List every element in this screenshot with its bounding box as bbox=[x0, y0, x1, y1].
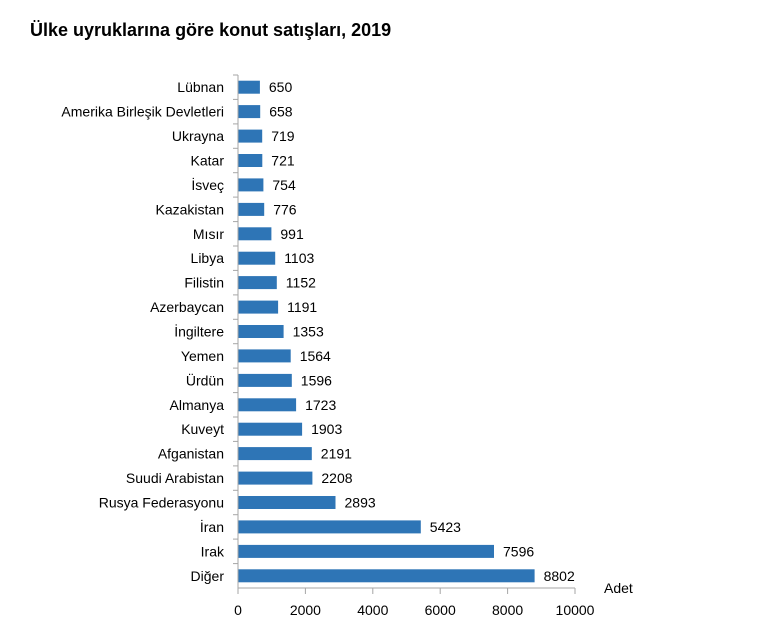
bar bbox=[238, 520, 421, 534]
bar bbox=[238, 129, 263, 143]
category-label: Afganistan bbox=[158, 446, 224, 462]
category-label: Yemen bbox=[181, 348, 224, 364]
x-tick-label: 10000 bbox=[556, 602, 595, 618]
category-label: Libya bbox=[191, 250, 225, 266]
bar bbox=[238, 496, 336, 509]
category-label: Amerika Birleşik Devletleri bbox=[61, 104, 224, 120]
bar bbox=[238, 105, 261, 119]
category-label: Azerbaycan bbox=[150, 299, 224, 315]
data-label: 1353 bbox=[293, 324, 324, 340]
data-label: 776 bbox=[273, 201, 297, 217]
data-label: 1191 bbox=[287, 299, 317, 315]
category-label: Katar bbox=[191, 153, 225, 169]
bar bbox=[238, 544, 494, 558]
data-label: 8802 bbox=[544, 568, 575, 584]
bar bbox=[238, 227, 272, 241]
data-label: 991 bbox=[280, 226, 304, 242]
data-label: 1903 bbox=[311, 421, 342, 437]
data-label: 658 bbox=[269, 104, 293, 120]
data-label: 2208 bbox=[321, 470, 352, 486]
data-label: 2893 bbox=[345, 495, 376, 511]
x-tick-label: 6000 bbox=[425, 602, 456, 618]
bar bbox=[238, 471, 313, 485]
category-label: Almanya bbox=[170, 397, 225, 413]
chart-title: Ülke uyruklarına göre konut satışları, 2… bbox=[30, 20, 392, 40]
data-label: 2191 bbox=[321, 446, 352, 462]
category-label: Lübnan bbox=[177, 79, 224, 95]
category-label: Irak bbox=[201, 543, 225, 559]
x-axis-unit-label: Adet bbox=[604, 580, 633, 596]
bar bbox=[238, 325, 284, 338]
category-label: Ürdün bbox=[186, 371, 224, 388]
data-label: 1152 bbox=[286, 275, 316, 291]
data-label: 1564 bbox=[300, 348, 331, 364]
data-label: 1596 bbox=[301, 372, 332, 388]
bar bbox=[238, 80, 260, 94]
bar bbox=[238, 251, 276, 265]
bar bbox=[238, 373, 292, 387]
data-label: 7596 bbox=[503, 543, 534, 559]
category-label: Suudi Arabistan bbox=[126, 470, 224, 486]
bar bbox=[238, 569, 535, 583]
category-label: İran bbox=[200, 518, 224, 535]
bar bbox=[238, 178, 264, 192]
x-tick-label: 8000 bbox=[492, 602, 523, 618]
bar bbox=[238, 422, 303, 436]
category-label: Ukrayna bbox=[172, 128, 224, 144]
bar bbox=[238, 276, 277, 290]
data-label: 5423 bbox=[430, 519, 461, 535]
x-tick-label: 4000 bbox=[357, 602, 388, 618]
axes-group: 0 2000 4000 6000 8000 10000 bbox=[233, 74, 595, 618]
data-label: 1723 bbox=[305, 397, 336, 413]
category-label: Filistin bbox=[184, 275, 224, 291]
x-tick-label: 2000 bbox=[290, 602, 321, 618]
category-label: İngiltere bbox=[174, 323, 224, 340]
bars-group: Lübnan 650 Amerika Birleşik Devletleri 658 U… bbox=[61, 79, 575, 584]
bar bbox=[238, 349, 291, 363]
data-label: 1103 bbox=[284, 250, 314, 266]
bar bbox=[238, 300, 279, 314]
category-label: Rusya Federasyonu bbox=[99, 495, 224, 511]
data-label: 754 bbox=[272, 177, 296, 193]
category-label: Mısır bbox=[193, 226, 224, 242]
data-label: 719 bbox=[271, 128, 295, 144]
category-label: Kazakistan bbox=[156, 201, 224, 217]
bar bbox=[238, 398, 297, 412]
data-label: 721 bbox=[271, 153, 295, 169]
x-tick-label: 0 bbox=[234, 602, 242, 618]
bar bbox=[238, 154, 263, 167]
bar bbox=[238, 202, 265, 216]
data-label: 650 bbox=[269, 79, 293, 95]
category-label: Diğer bbox=[191, 568, 225, 584]
category-label: İsveç bbox=[191, 176, 224, 193]
bar bbox=[238, 447, 312, 461]
category-label: Kuveyt bbox=[181, 421, 224, 437]
